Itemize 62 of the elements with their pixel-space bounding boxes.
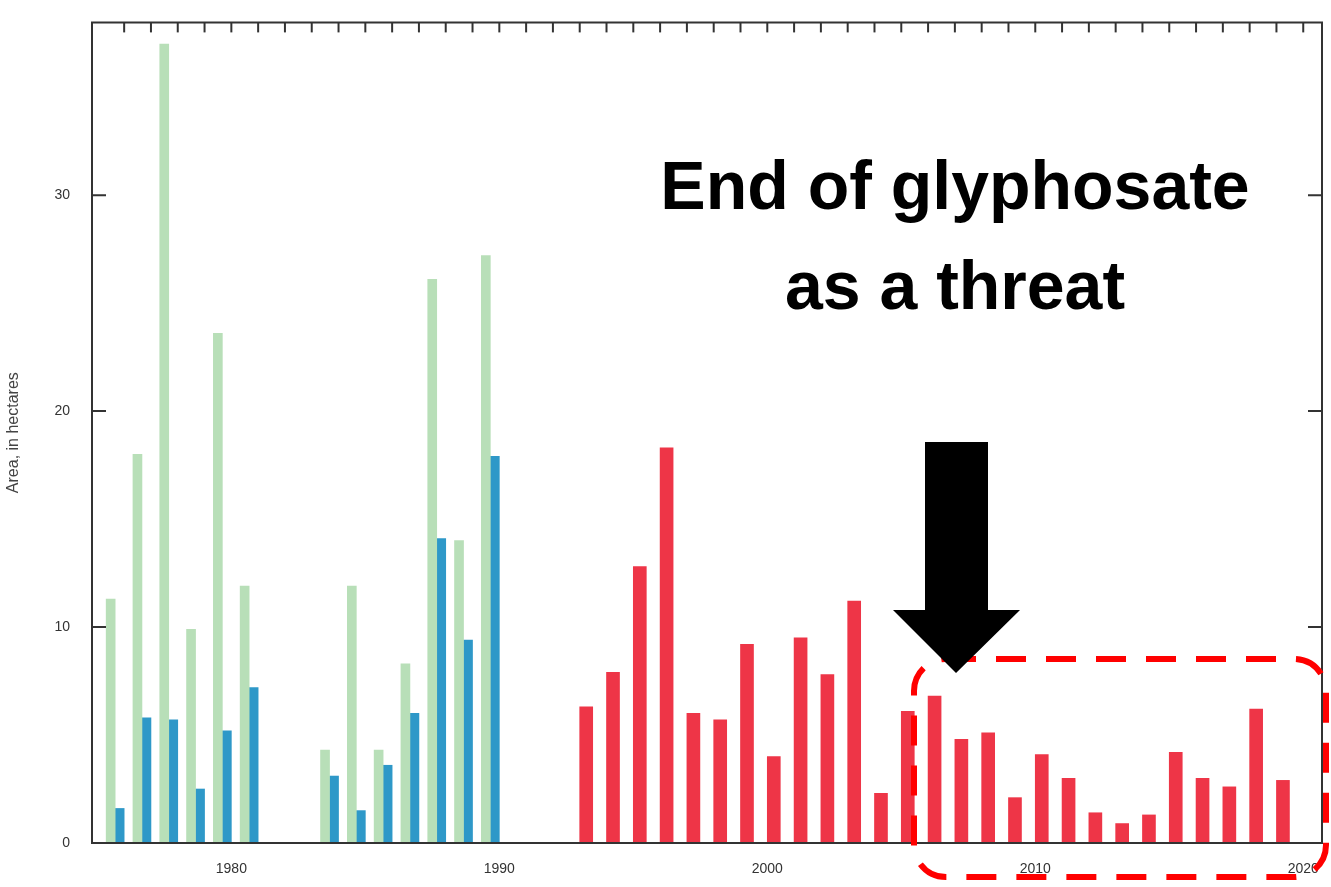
bar (1034, 754, 1049, 843)
bar (606, 672, 620, 843)
bar (1061, 777, 1076, 843)
bar (847, 600, 862, 843)
bar (400, 663, 411, 843)
bar (248, 687, 259, 843)
bar (820, 674, 835, 843)
y-tick-label: 20 (54, 401, 71, 418)
x-tick-label: 1990 (483, 860, 516, 877)
bar (1249, 708, 1263, 843)
bar (927, 695, 942, 843)
bar (347, 585, 357, 843)
y-axis-title: Area, in hectares (4, 372, 22, 494)
bar (489, 456, 500, 843)
bar (686, 713, 701, 843)
bar (766, 756, 781, 843)
y-tick-label: 10 (54, 617, 71, 634)
bar (1168, 751, 1183, 843)
y-tick-label: 30 (54, 186, 71, 203)
bar (793, 637, 808, 843)
bar (1088, 812, 1103, 843)
bar (981, 732, 995, 843)
bar (213, 333, 223, 843)
bar (195, 788, 205, 843)
bar (1195, 777, 1210, 843)
bar (132, 453, 143, 843)
bar (954, 739, 969, 843)
bar (740, 644, 754, 843)
bar (239, 585, 250, 843)
bar (168, 719, 179, 843)
bar (409, 713, 420, 843)
bar (320, 749, 330, 843)
bar (186, 628, 196, 843)
bar (874, 793, 888, 843)
annotation: End of glyphosate as a threat (659, 146, 1251, 325)
bar (114, 808, 125, 843)
y-tick-label: 0 (62, 833, 71, 850)
bar (427, 279, 438, 843)
x-tick-label: 1980 (215, 860, 248, 877)
bar (382, 764, 393, 843)
bar (159, 43, 170, 843)
bar (713, 719, 728, 843)
bar (373, 749, 384, 843)
bar (1115, 823, 1129, 843)
bar (454, 540, 464, 843)
bar (1276, 780, 1290, 843)
bar (579, 706, 594, 843)
bar (659, 447, 674, 843)
x-tick-label: 2000 (751, 860, 784, 877)
bar (356, 810, 366, 843)
bar (436, 538, 447, 843)
x-tick-label: 2010 (1019, 860, 1052, 877)
bar (329, 775, 339, 843)
bar (105, 598, 116, 843)
bar (463, 639, 473, 843)
bar (141, 717, 152, 843)
bar (632, 566, 647, 843)
bar (1008, 797, 1022, 843)
bar (222, 730, 232, 843)
bar (1222, 786, 1237, 843)
bar (480, 255, 491, 843)
bar (1142, 814, 1156, 843)
